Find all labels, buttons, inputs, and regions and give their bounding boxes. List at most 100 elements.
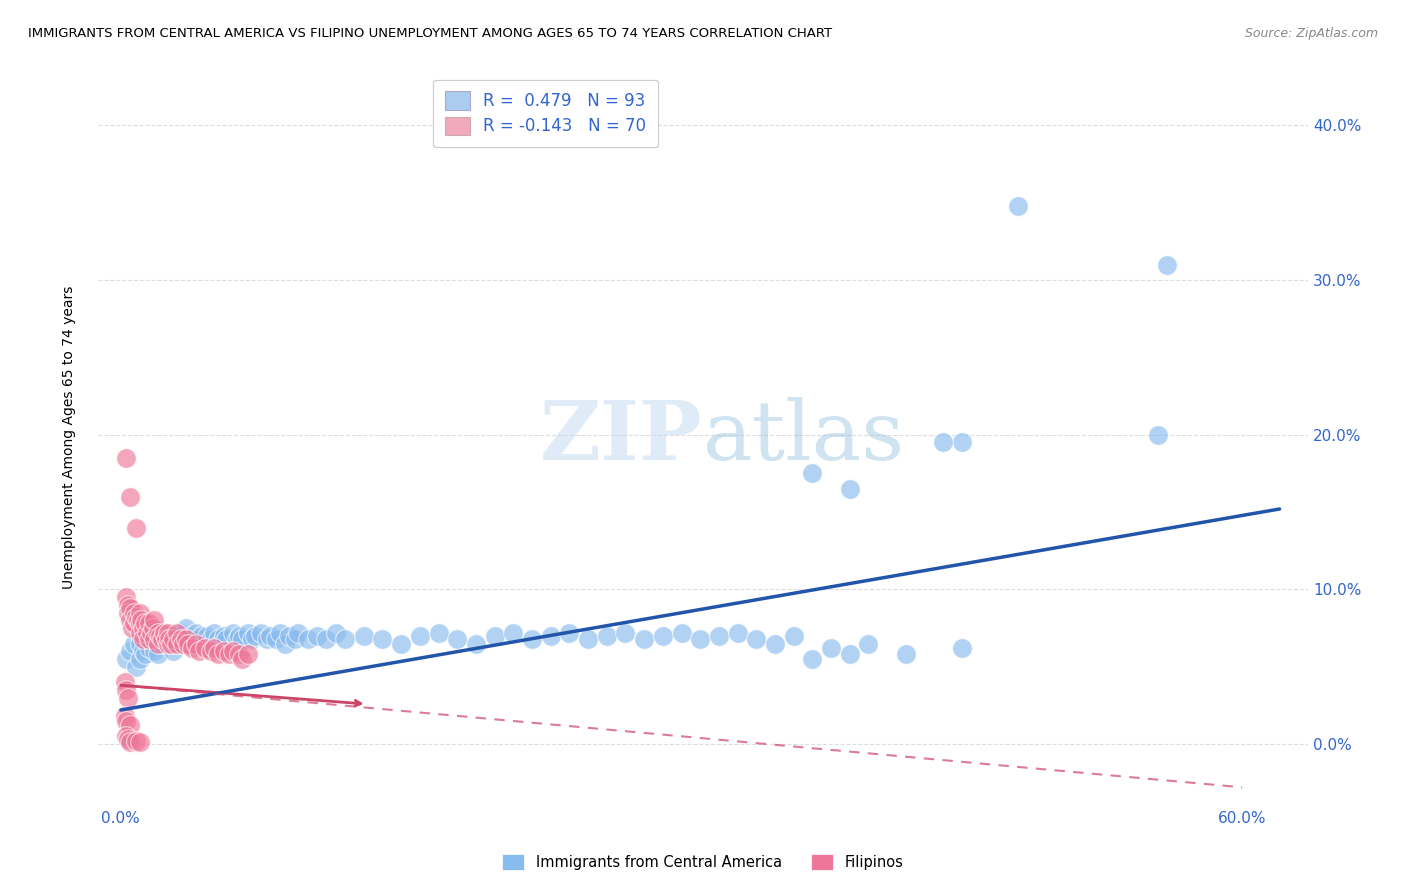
Point <box>121 621 143 635</box>
Point <box>128 616 150 631</box>
Point <box>278 629 301 643</box>
Point <box>115 652 138 666</box>
Point <box>200 644 222 658</box>
Point <box>132 644 155 658</box>
Point <box>120 644 142 658</box>
Point <box>371 632 394 646</box>
Point <box>120 613 142 627</box>
Point <box>139 625 162 640</box>
Point <box>184 636 207 650</box>
Point <box>689 632 711 646</box>
Point <box>184 625 207 640</box>
Point <box>127 613 149 627</box>
Point <box>156 629 179 643</box>
Point <box>169 625 191 640</box>
Point <box>212 644 235 658</box>
Point <box>200 632 222 646</box>
Point <box>838 648 860 662</box>
Point <box>153 625 176 640</box>
Point <box>115 682 138 697</box>
Point <box>120 735 142 749</box>
Point <box>212 629 235 643</box>
Point <box>132 632 155 646</box>
Point <box>727 625 749 640</box>
Point <box>156 636 179 650</box>
Point <box>315 632 337 646</box>
Point <box>134 648 156 662</box>
Point <box>117 598 139 612</box>
Point <box>333 632 356 646</box>
Point <box>389 636 412 650</box>
Point <box>932 435 955 450</box>
Point <box>228 629 250 643</box>
Point <box>166 636 188 650</box>
Point <box>150 632 173 646</box>
Point <box>174 636 197 650</box>
Point <box>284 632 307 646</box>
Point <box>858 636 880 650</box>
Point <box>184 636 207 650</box>
Point <box>274 636 297 650</box>
Point <box>202 625 225 640</box>
Point <box>671 625 693 640</box>
Point <box>156 636 179 650</box>
Point <box>950 641 973 656</box>
Point <box>136 625 159 640</box>
Point <box>1007 199 1029 213</box>
Point <box>138 629 160 643</box>
Point <box>1156 258 1178 272</box>
Point <box>614 625 637 640</box>
Point <box>520 632 543 646</box>
Point <box>222 644 245 658</box>
Point <box>128 735 150 749</box>
Point <box>115 729 138 743</box>
Point <box>120 601 142 615</box>
Point <box>325 625 347 640</box>
Point <box>427 625 450 640</box>
Point <box>159 632 181 646</box>
Point <box>160 636 183 650</box>
Point <box>115 714 138 728</box>
Point <box>188 632 211 646</box>
Point <box>633 632 655 646</box>
Point <box>838 482 860 496</box>
Point <box>134 616 156 631</box>
Point <box>1147 427 1170 442</box>
Point <box>142 621 165 635</box>
Text: Source: ZipAtlas.com: Source: ZipAtlas.com <box>1244 27 1378 40</box>
Point <box>125 734 148 748</box>
Point <box>195 629 218 643</box>
Point <box>194 641 217 656</box>
Point <box>207 648 229 662</box>
Point <box>576 632 599 646</box>
Point <box>465 636 488 650</box>
Point <box>245 629 267 643</box>
Point <box>117 690 139 705</box>
Point <box>409 629 432 643</box>
Point <box>801 652 824 666</box>
Point <box>114 709 136 723</box>
Point <box>114 675 136 690</box>
Point <box>128 625 150 640</box>
Point <box>150 636 173 650</box>
Legend: R =  0.479   N = 93, R = -0.143   N = 70: R = 0.479 N = 93, R = -0.143 N = 70 <box>433 79 658 147</box>
Point <box>148 625 170 640</box>
Point <box>179 629 201 643</box>
Point <box>208 636 231 650</box>
Legend: Immigrants from Central America, Filipinos: Immigrants from Central America, Filipin… <box>496 848 910 876</box>
Point <box>202 641 225 656</box>
Point <box>148 636 170 650</box>
Point <box>240 632 263 646</box>
Point <box>143 632 166 646</box>
Y-axis label: Unemployment Among Ages 65 to 74 years: Unemployment Among Ages 65 to 74 years <box>62 285 76 589</box>
Point <box>156 625 179 640</box>
Point <box>180 632 202 646</box>
Point <box>231 652 253 666</box>
Point <box>166 636 188 650</box>
Point <box>256 632 278 646</box>
Point <box>117 732 139 747</box>
Point <box>190 629 212 643</box>
Point <box>155 632 177 646</box>
Point <box>125 520 148 534</box>
Point <box>214 632 236 646</box>
